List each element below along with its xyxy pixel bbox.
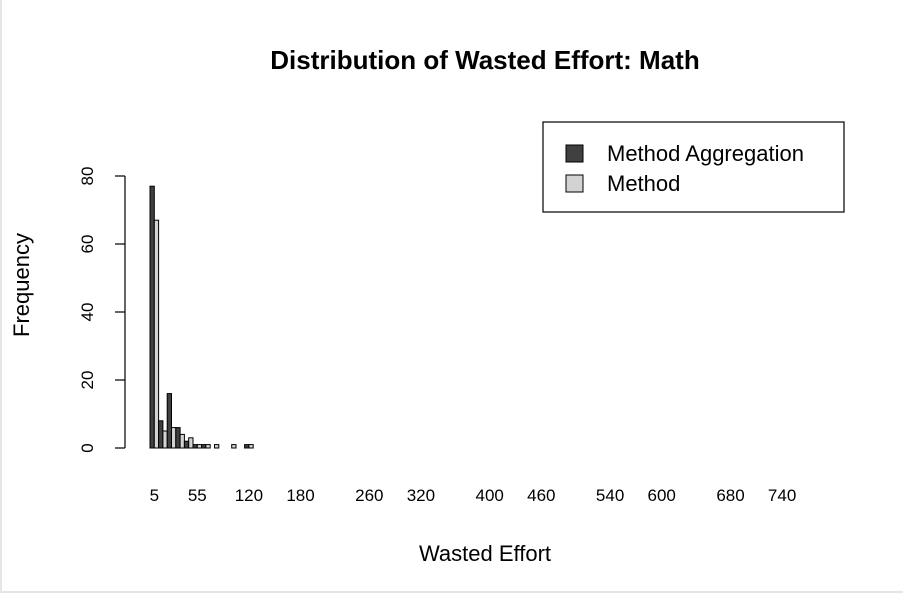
bar-method-aggregation-5 [149, 185, 155, 449]
bar-method-aggregation-65 [201, 444, 207, 449]
y-tick-label: 20 [78, 371, 97, 390]
y-tick-label: 40 [78, 303, 97, 322]
y-axis-label: Frequency [9, 233, 34, 337]
x-tick-label: 600 [648, 486, 676, 505]
bar-method-aggregation-35 [175, 427, 181, 449]
bar-method-55 [196, 444, 203, 449]
x-tick-label: 120 [235, 486, 263, 505]
y-tick-label: 0 [78, 443, 97, 452]
x-tick-label: 55 [188, 486, 207, 505]
legend-swatch-method-aggregation [565, 144, 584, 163]
x-tick-label: 260 [355, 486, 383, 505]
y-ticks: 0 20 40 60 80 [78, 167, 125, 453]
x-tick-label: 5 [150, 486, 159, 505]
y-tick-label: 80 [78, 167, 97, 186]
x-tick-labels: 5 55 120 180 260 320 400 460 540 600 680 740 [150, 486, 797, 505]
bar-method-15 [162, 430, 168, 449]
chart-title: Distribution of Wasted Effort: Math [270, 45, 699, 75]
bar-method-aggregation-45 [183, 440, 190, 449]
y-tick-label: 60 [78, 235, 97, 254]
x-tick-label: 320 [407, 486, 435, 505]
bar-method-75 [214, 444, 220, 449]
bar-method-65 [205, 444, 211, 449]
x-axis-label: Wasted Effort [419, 541, 551, 566]
bar-method-115 [248, 444, 254, 449]
x-tick-label: 540 [596, 486, 624, 505]
x-tick-label: 400 [476, 486, 504, 505]
x-tick-label: 460 [527, 486, 555, 505]
x-tick-label: 740 [768, 486, 796, 505]
bar-method-5 [153, 219, 160, 449]
bar-method-25 [171, 427, 177, 449]
bar-method-aggregation-115 [244, 444, 250, 449]
legend-box [542, 121, 845, 213]
bar-method-95 [231, 444, 237, 449]
bar-method-35 [179, 433, 185, 449]
legend-label-method-aggregation: Method Aggregation [607, 141, 804, 166]
bar-group [149, 185, 254, 449]
bar-method-aggregation-25 [166, 393, 172, 449]
x-tick-label: 180 [286, 486, 314, 505]
legend-swatch-method [565, 174, 584, 193]
bar-method-aggregation-15 [158, 420, 164, 449]
bar-method-45 [188, 437, 194, 449]
legend-label-method: Method [607, 171, 680, 196]
x-tick-label: 680 [716, 486, 744, 505]
legend: Method Aggregation Method [542, 121, 845, 213]
bar-method-aggregation-55 [192, 444, 198, 449]
